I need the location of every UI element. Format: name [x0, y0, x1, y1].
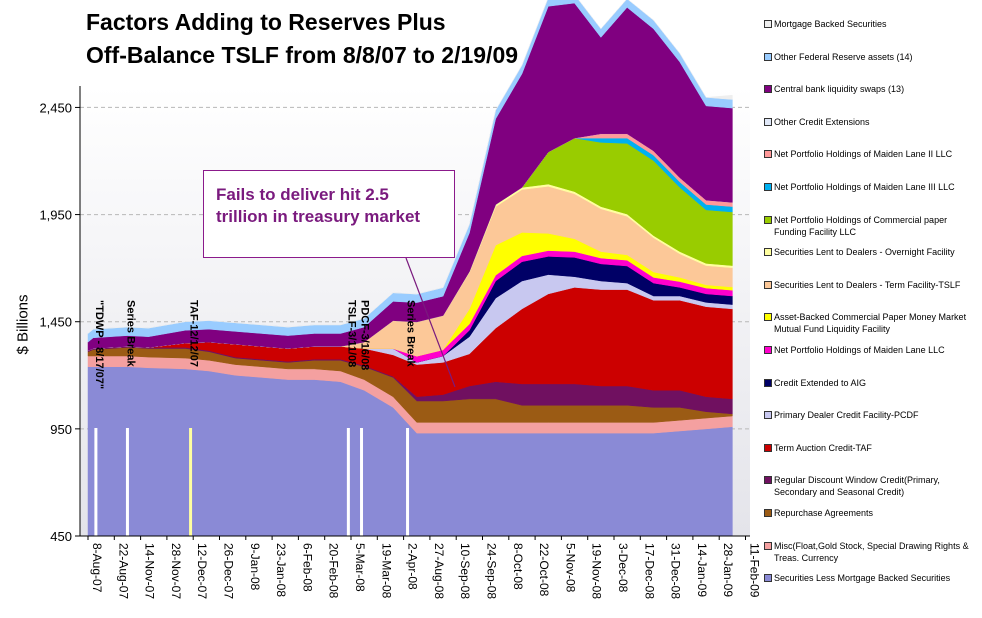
legend-swatch: [764, 52, 772, 61]
legend-label: Term Auction Credit-TAF: [774, 442, 872, 453]
x-tick-label: 3-Dec-08: [616, 543, 630, 593]
x-tick-label: 20-Feb-08: [327, 543, 341, 599]
legend-label: Other Credit Extensions: [774, 116, 870, 127]
event-label: PDCF-3/16/08: [359, 300, 371, 370]
x-tick-label: 11-Feb-09: [748, 543, 761, 598]
legend-swatch: [764, 476, 772, 485]
area-mortgage-backed-securities: [87, 0, 733, 334]
x-tick-label: 6-Feb-08: [300, 543, 314, 592]
legend-swatch: [764, 150, 772, 159]
event-label: Series Break: [405, 300, 417, 368]
legend-label: Securities Lent to Dealers - Term Facili…: [774, 279, 961, 290]
legend-label: Net Portfolio Holdings of Maiden Lane II…: [774, 149, 953, 160]
x-tick-label: 8-Oct-08: [511, 543, 525, 590]
legend-label: Credit Extended to AIG: [774, 377, 867, 388]
axes: 450 950 1,450 1,950 2,450 8-Aug-07 22-Aug-07 14…: [39, 86, 760, 599]
y-tick-label: 450: [50, 529, 72, 544]
x-tick-label: 28-Jan-09: [721, 543, 735, 597]
legend-label: Securities Lent to Dealers - Overnight F…: [774, 247, 955, 258]
y-tick-label: 950: [50, 422, 72, 437]
event-label: Series Break: [124, 300, 136, 368]
event-label: "TDWP - 8/17/07": [93, 300, 105, 389]
chart-title-line-2: Off-Balance TSLF from 8/8/07 to 2/19/09: [86, 42, 519, 68]
legend-swatch: [764, 20, 772, 28]
legend-label: Net Portfolio Holdings of Maiden Lane LL…: [774, 345, 945, 355]
legend-swatch: [764, 215, 772, 224]
legend-swatch: [764, 509, 772, 517]
x-tick-label: 19-Nov-08: [590, 543, 604, 599]
legend-swatch: [764, 378, 772, 387]
chart-area: "TDWP - 8/17/07" Series Break TAF-12/12/07…: [39, 0, 760, 599]
legend-label: Repurchase Agreements: [774, 508, 874, 518]
legend-swatch: [764, 248, 772, 257]
legend-label: Other Federal Reserve assets (14): [774, 51, 913, 62]
legend-label: Net Portfolio Holdings of Commercial pap…: [774, 214, 948, 237]
legend-swatch: [764, 183, 772, 191]
legend: Mortgage Backed Securities Other Federal …: [762, 16, 980, 601]
stacked-areas: [87, 0, 733, 537]
x-tick-label: 22-Oct-08: [537, 543, 551, 597]
legend-label: Misc(Float,Gold Stock, Special Drawing R…: [774, 540, 969, 563]
x-tick-label: 22-Aug-07: [116, 543, 130, 599]
x-tick-label: 28-Nov-07: [169, 543, 183, 599]
x-tick-label: 26-Dec-07: [222, 543, 236, 599]
legend-swatch: [764, 117, 772, 126]
legend-swatch: [764, 346, 772, 354]
x-tick-label: 23-Jan-08: [274, 543, 288, 597]
x-tick-label: 9-Jan-08: [248, 543, 262, 591]
x-tick-label: 24-Sep-08: [485, 543, 499, 599]
legend-label: Central bank liquidity swaps (13): [774, 84, 905, 95]
legend-swatch: [764, 411, 772, 420]
legend-swatch: [764, 280, 772, 289]
y-tick-label: 1,450: [39, 315, 72, 330]
callout-line-2: trillion in treasury market: [216, 207, 421, 226]
event-label: TSLF-3/11/08: [345, 300, 357, 367]
callout-line-1: Fails to deliver hit 2.5: [216, 185, 389, 204]
event-markers: "TDWP - 8/17/07" Series Break TAF-12/12/07…: [93, 300, 417, 536]
x-tick-label: 14-Jan-09: [695, 543, 709, 597]
legend-swatch: [764, 85, 772, 94]
event-label: TAF-12/12/07: [188, 300, 200, 367]
x-tick-label: 19-Mar-08: [379, 543, 393, 599]
legend-label: Regular Discount Window Credit(Primary, …: [774, 475, 940, 498]
x-tick-label: 14-Nov-07: [143, 543, 157, 599]
legend-swatch: [764, 313, 772, 322]
x-tick-label: 8-Aug-07: [90, 543, 104, 593]
legend-label: Asset-Backed Commercial Paper Money Mark…: [774, 312, 967, 335]
legend-label: Primary Dealer Credit Facility-PCDF: [774, 410, 919, 421]
x-tick-label: 31-Dec-08: [669, 543, 683, 599]
y-tick-label: 1,950: [39, 208, 72, 223]
chart-title: Factors Adding to Reserves Plus Off-Bala…: [86, 6, 726, 72]
legend-swatch: [764, 541, 772, 550]
legend-label: Securities Less Mortgage Backed Securiti…: [774, 573, 951, 584]
y-tick-label: 2,450: [39, 100, 72, 115]
legend-swatch: [764, 574, 772, 583]
x-tick-label: 5-Mar-08: [353, 543, 367, 592]
x-tick-label: 12-Dec-07: [195, 543, 209, 599]
x-tick-label: 5-Nov-08: [563, 543, 577, 593]
x-tick-label: 2-Apr-08: [406, 543, 420, 590]
x-tick-label: 17-Dec-08: [642, 543, 656, 599]
legend-swatch: [764, 443, 772, 452]
callout-pointer: [405, 257, 456, 388]
legend-label: Mortgage Backed Securities: [774, 19, 887, 29]
y-axis-label: $ Billions: [14, 294, 32, 355]
fails-callout: Fails to deliver hit 2.5 trillion in tre…: [203, 170, 455, 258]
x-tick-label: 27-Aug-08: [432, 543, 446, 599]
chart-title-line-1: Factors Adding to Reserves Plus: [86, 9, 446, 35]
x-tick-label: 10-Sep-08: [458, 543, 472, 599]
legend-label: Net Portfolio Holdings of Maiden Lane II…: [774, 182, 955, 192]
